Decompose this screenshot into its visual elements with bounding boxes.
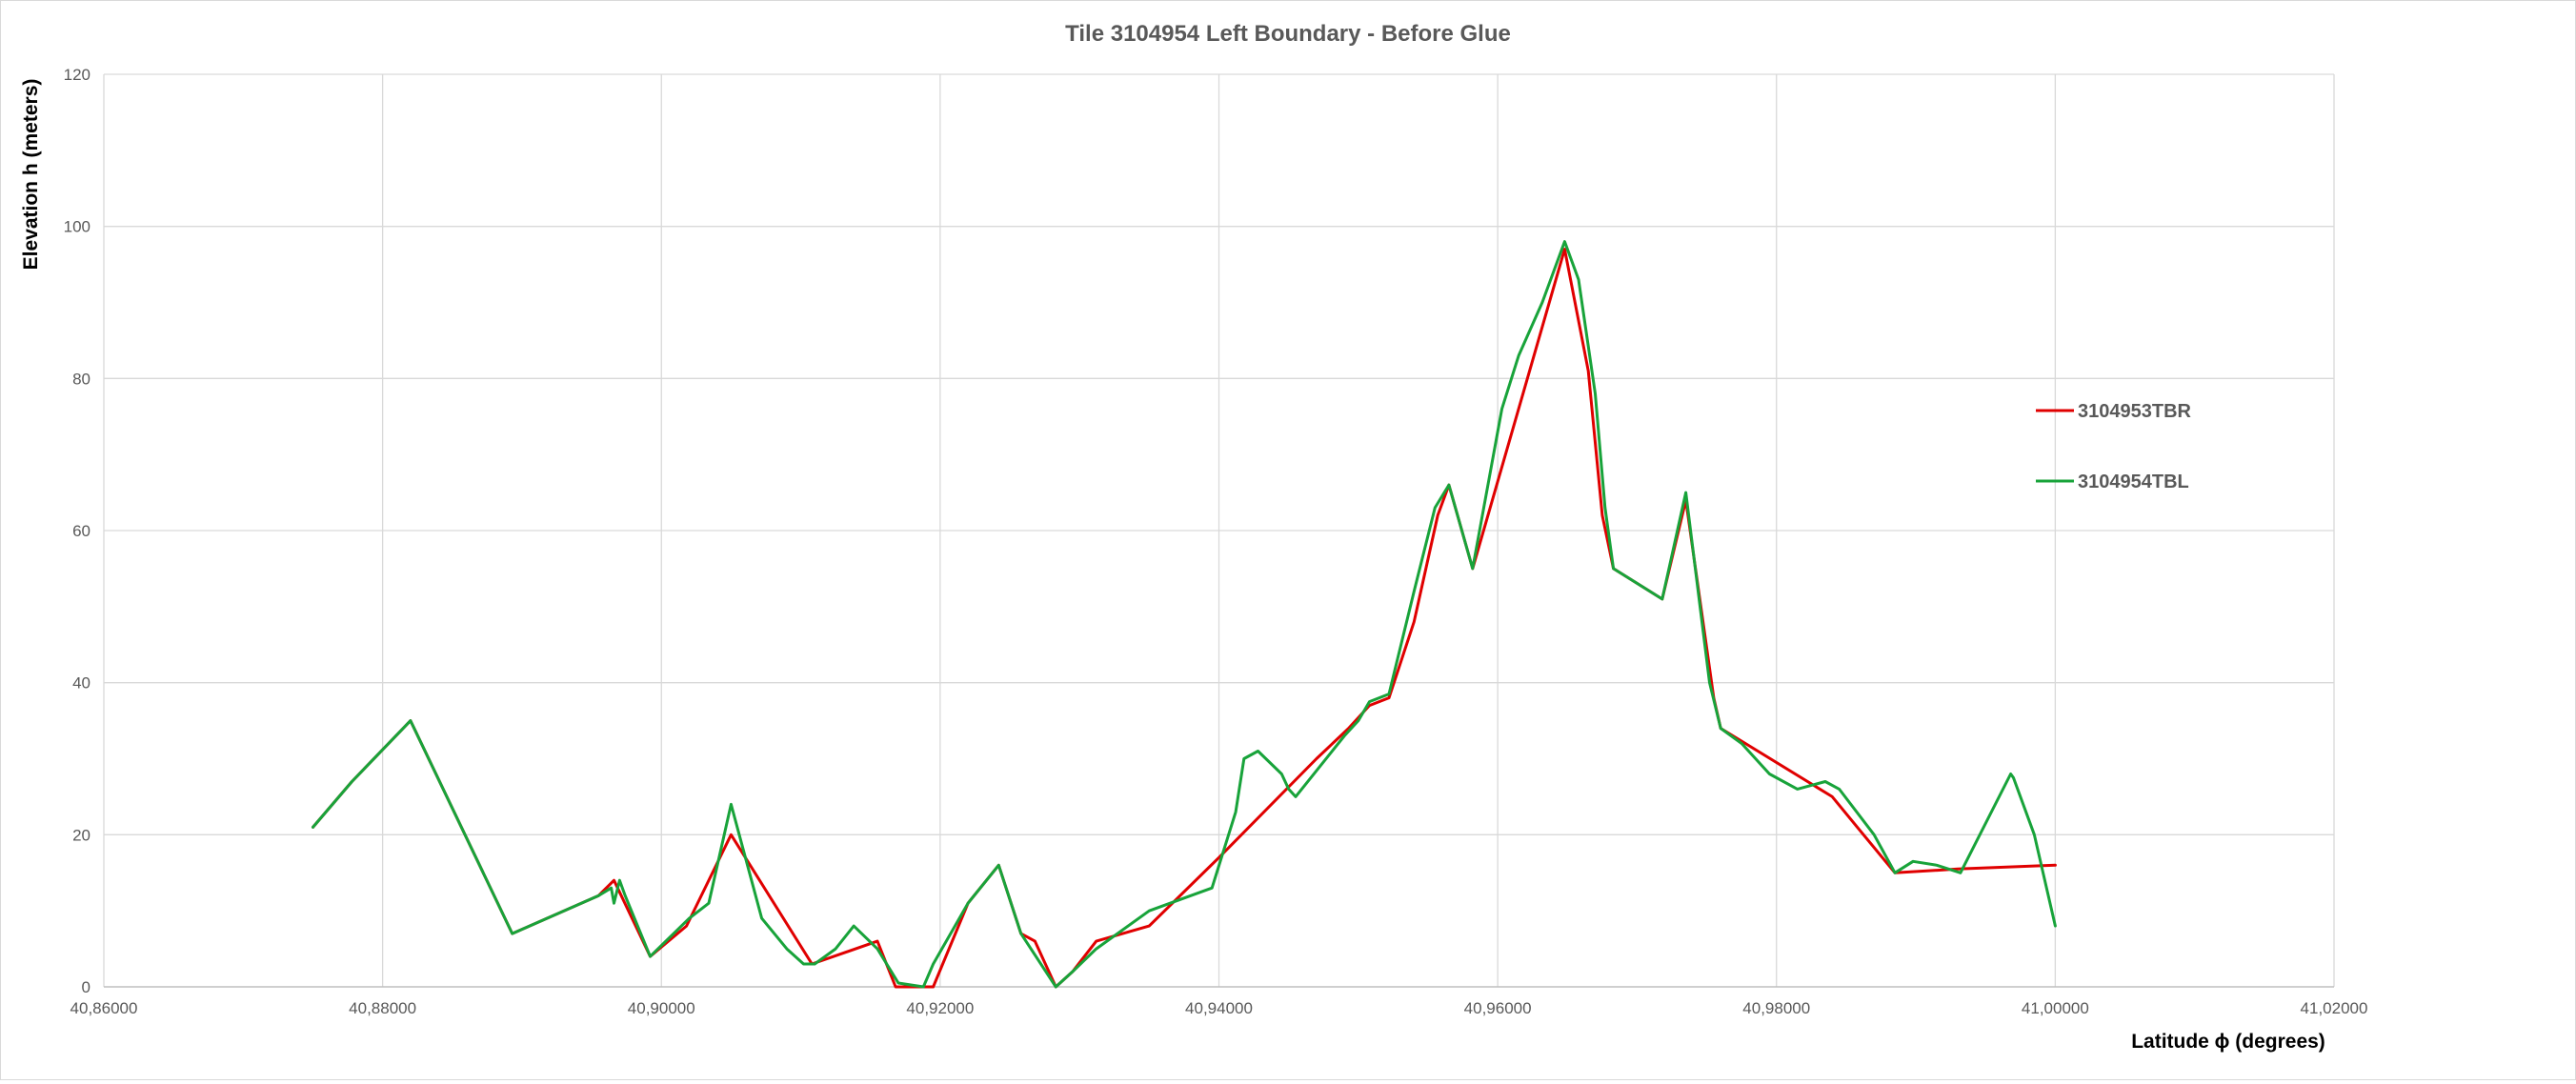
x-tick-label: 40,88000 [349, 999, 416, 1017]
axes: 0 20 40 60 80 100 120 40,86000 40,88000 40,90000 4… [64, 66, 2368, 1017]
legend-label: 3104954TBL [2078, 472, 2189, 492]
x-tick-label: 40,94000 [1185, 999, 1253, 1017]
x-tick-label: 40,86000 [70, 999, 138, 1017]
legend-label: 3104953TBR [2078, 401, 2192, 422]
series-lines [312, 240, 2057, 989]
y-tick-label: 100 [64, 218, 91, 236]
y-tick-label: 120 [64, 66, 91, 84]
chart-title: Tile 3104954 Left Boundary - Before Glue [1065, 21, 1511, 47]
y-tick-label: 60 [72, 522, 91, 540]
y-tick-label: 40 [72, 674, 91, 693]
y-tick-label: 20 [72, 826, 91, 844]
x-tick-label: 40,90000 [628, 999, 695, 1017]
series-line-3104954TBL [312, 240, 2057, 989]
legend: 3104953TBR 3104954TBL [2036, 401, 2192, 492]
x-tick-label: 40,98000 [1742, 999, 1810, 1017]
x-tick-label: 41,02000 [2301, 999, 2368, 1017]
x-tick-label: 41,00000 [2022, 999, 2089, 1017]
series-line-3104953TBR [312, 248, 2057, 989]
x-axis-title: Latitude ϕ (degrees) [2131, 1031, 2325, 1053]
y-tick-label: 80 [72, 370, 91, 388]
y-axis-title: Elevation h (meters) [20, 79, 42, 271]
grid-lines [103, 73, 2335, 987]
x-tick-label: 40,96000 [1464, 999, 1532, 1017]
x-tick-label: 40,92000 [906, 999, 974, 1017]
y-tick-label: 0 [82, 978, 91, 996]
